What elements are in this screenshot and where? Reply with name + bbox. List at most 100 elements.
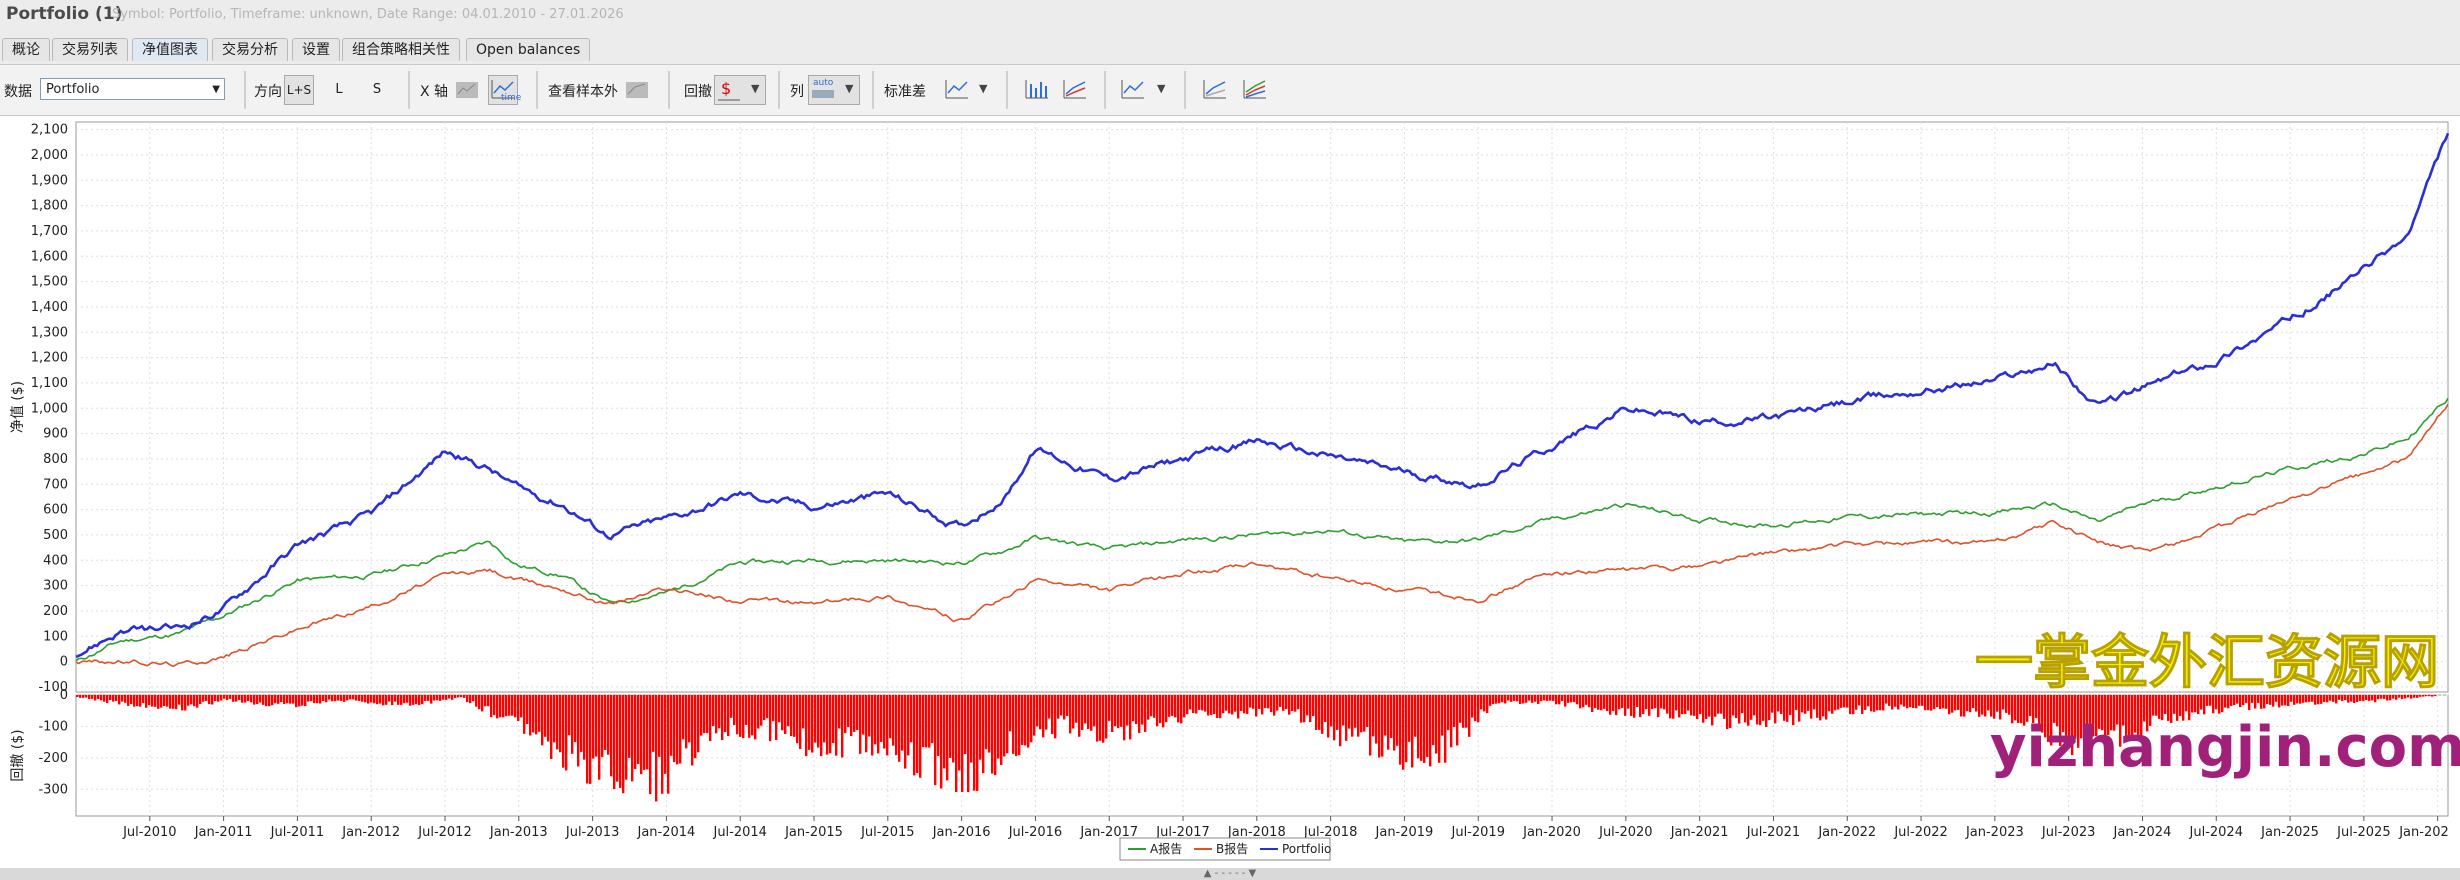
drawdown-bar	[622, 695, 625, 794]
drawdown-bar	[2242, 695, 2245, 706]
drawdown-bar	[910, 695, 913, 743]
drawdown-bar	[1828, 695, 1831, 712]
drawdown-bar	[424, 695, 427, 701]
drawdown-bar	[1651, 695, 1654, 710]
drawdown-bar	[1600, 695, 1603, 711]
drawdown-bar	[1570, 695, 1573, 703]
drawdown-bar	[1432, 695, 1435, 746]
direction-ls-button[interactable]: L+S	[284, 75, 314, 105]
oos-button[interactable]	[622, 75, 652, 105]
drawdown-bar	[337, 695, 340, 701]
drawdown-bar	[2191, 695, 2194, 713]
tab-open-balances[interactable]: Open balances	[466, 38, 591, 61]
equity-chart: -10001002003004005006007008009001,0001,1…	[10, 121, 2460, 861]
drawdown-bar	[1789, 695, 1792, 716]
drawdown-bar	[2287, 695, 2290, 706]
drawdown-bar	[112, 695, 115, 702]
drawdown-bar	[1159, 695, 1162, 724]
drawdown-bar	[1579, 695, 1582, 709]
drawdown-bar	[1393, 695, 1396, 751]
chart-view-5-button[interactable]	[1240, 75, 1270, 105]
column-auto-button[interactable]: auto ▼	[808, 75, 860, 105]
drawdown-bar	[1123, 695, 1126, 741]
drawdown-bar	[1705, 695, 1708, 720]
xaxis-trades-button[interactable]	[452, 75, 482, 105]
drawdown-bar	[1114, 695, 1117, 727]
toolbar-separator	[872, 71, 874, 109]
drawdown-bar	[1768, 695, 1771, 721]
drawdown-bar	[1774, 695, 1777, 724]
drawdown-bar	[1978, 695, 1981, 717]
equity-y-tick-label: 1,900	[31, 173, 68, 188]
drawdown-bar	[2260, 695, 2263, 709]
drawdown-bar	[1228, 695, 1231, 714]
tab-overview[interactable]: 概论	[2, 38, 50, 61]
xaxis-time-button[interactable]: time	[488, 75, 521, 105]
drawdown-bar	[1708, 695, 1711, 717]
drawdown-bar	[1996, 695, 1999, 712]
tab-trade-list[interactable]: 交易列表	[52, 38, 128, 61]
drawdown-bar	[1591, 695, 1594, 713]
drawdown-bar	[1450, 695, 1453, 748]
chart-view-1-button[interactable]	[1022, 75, 1052, 105]
drawdown-bar	[2125, 695, 2128, 739]
drawdown-bar	[898, 695, 901, 762]
drawdown-bar	[556, 695, 559, 750]
x-tick-label: Jan-2024	[2113, 825, 2172, 840]
drawdown-bar	[829, 695, 832, 754]
x-tick-label: Jan-2015	[784, 825, 843, 840]
drawdown-bar	[1543, 695, 1546, 701]
drawdown-bar	[1957, 695, 1960, 710]
splitter-handle[interactable]: ▲ - - - - - ▼	[0, 868, 2460, 880]
x-tick-label: Jul-2024	[2189, 825, 2243, 840]
tab-equity-chart[interactable]: 净值图表	[132, 38, 208, 61]
drawdown-bar	[1642, 695, 1645, 714]
drawdown-bar	[1906, 695, 1909, 709]
chart-view-4-button[interactable]	[1200, 75, 1230, 105]
direction-short-button[interactable]: S	[372, 82, 382, 97]
drawdown-bar	[1294, 695, 1297, 712]
drawdown-bar	[2428, 695, 2431, 697]
drawdown-bar	[355, 695, 358, 701]
stddev-button[interactable]: ▼	[942, 75, 994, 105]
xaxis-label: X 轴	[420, 84, 449, 100]
drawdown-bar	[1351, 695, 1354, 737]
drawdown-bar	[667, 695, 670, 794]
tab-settings[interactable]: 设置	[292, 38, 340, 61]
equity-y-tick-label: 400	[43, 553, 68, 568]
drawdown-bar	[394, 695, 397, 702]
drawdown-bar	[1207, 695, 1210, 716]
chart-view-3-button[interactable]: ▼	[1118, 75, 1170, 105]
stddev-chart-icon	[945, 80, 968, 99]
data-select[interactable]: Portfolio ▼	[40, 78, 225, 100]
tab-trade-analysis[interactable]: 交易分析	[212, 38, 288, 61]
drawdown-bar	[1189, 695, 1192, 710]
drawdown-bar	[1594, 695, 1597, 709]
drawdown-bar	[2050, 695, 2053, 746]
drawdown-bar	[253, 695, 256, 705]
drawdown-bar	[94, 695, 97, 701]
drawdown-bar	[1672, 695, 1675, 719]
drawdown-bar	[1153, 695, 1156, 718]
drawdown-bar	[1819, 695, 1822, 721]
drawdown-bar	[1192, 695, 1195, 714]
drawdown-bar	[265, 695, 268, 707]
drawdown-bar	[151, 695, 154, 707]
drawdown-bar	[1177, 695, 1180, 723]
equity-y-tick-label: 100	[43, 629, 68, 644]
chart-view-2-button[interactable]	[1060, 75, 1090, 105]
drawdown-button[interactable]: $ ▼	[714, 75, 766, 105]
direction-long-button[interactable]: L	[335, 82, 343, 97]
drawdown-bar	[1243, 695, 1246, 714]
drawdown-bar	[2353, 695, 2356, 704]
chevron-down-icon: ▼	[979, 82, 988, 95]
drawdown-bar	[1252, 695, 1255, 709]
tab-strategy-correlation[interactable]: 组合策略相关性	[342, 38, 460, 61]
drawdown-bar	[367, 695, 370, 704]
drawdown-bar	[2122, 695, 2125, 726]
drawdown-bar	[2341, 695, 2344, 702]
drawdown-bar	[1036, 695, 1039, 727]
x-tick-label: Jan-2014	[637, 825, 696, 840]
drawdown-bar	[1201, 695, 1204, 711]
drawdown-bar	[2386, 695, 2389, 701]
